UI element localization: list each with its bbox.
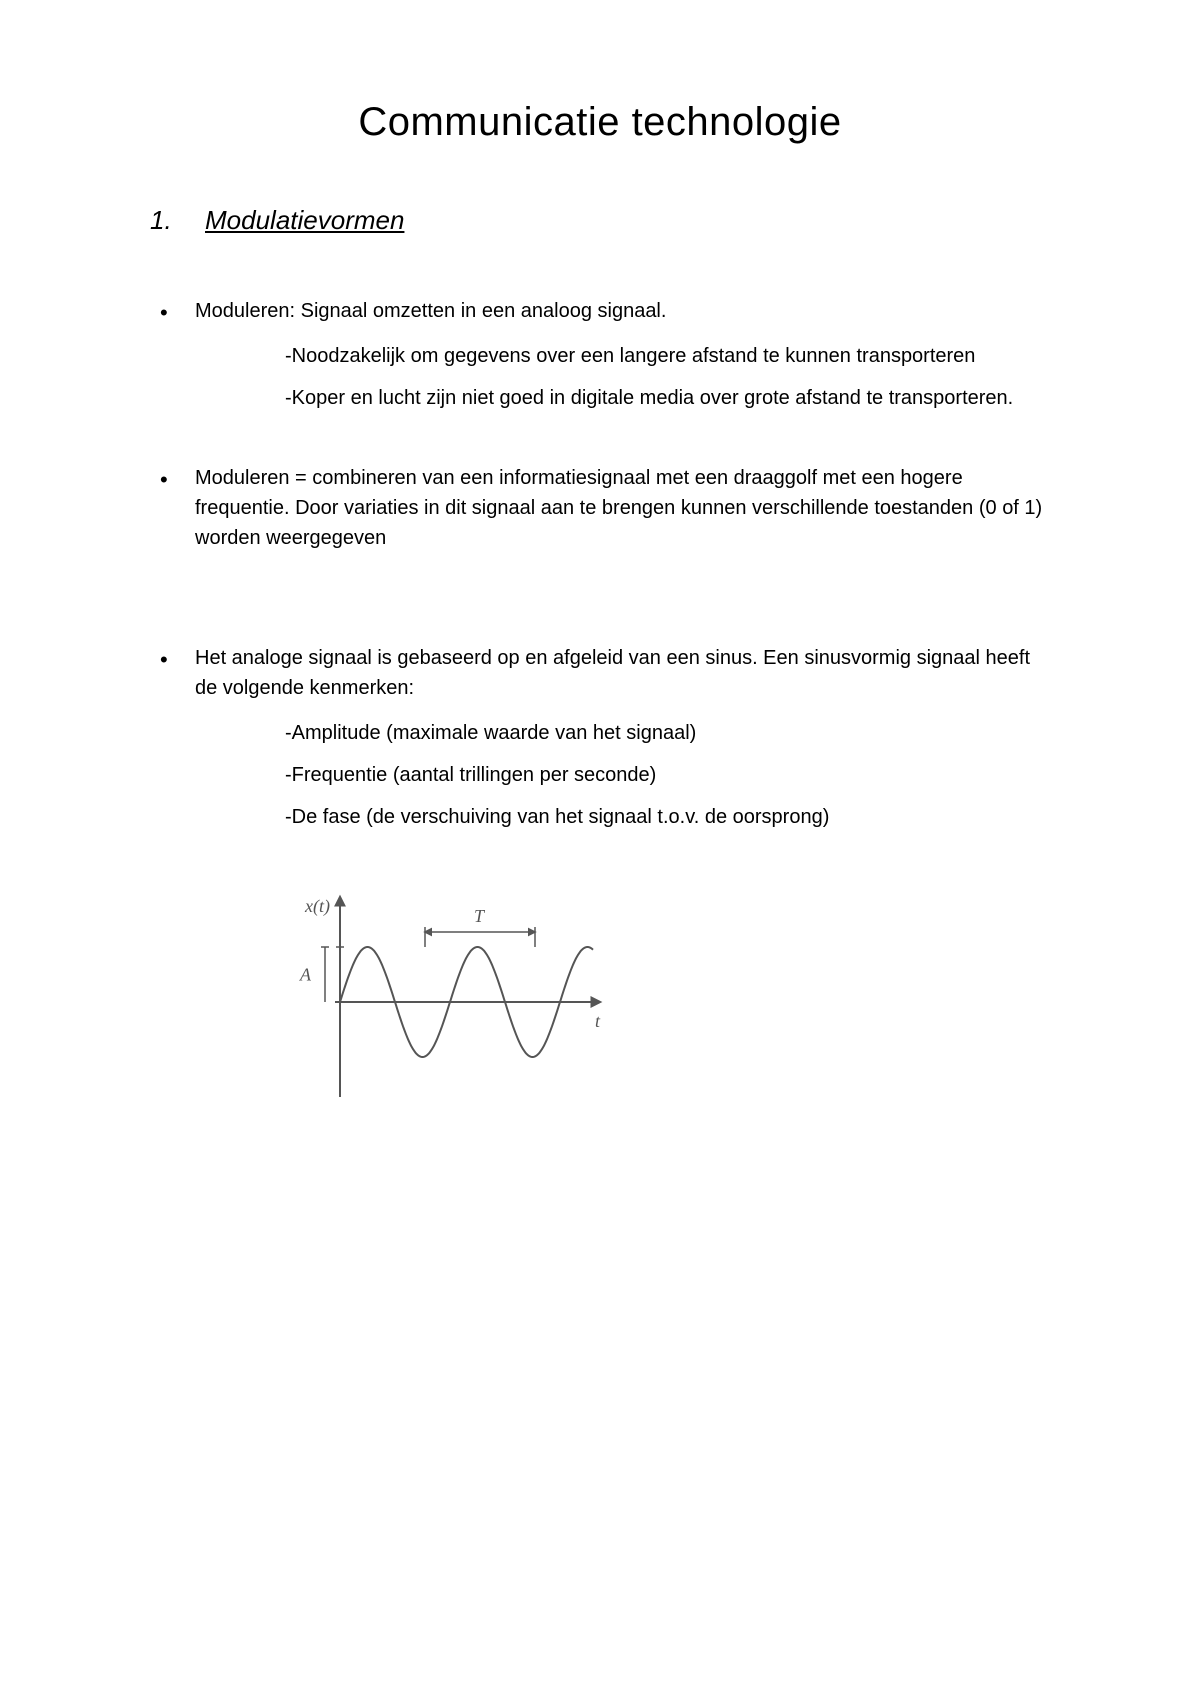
- bullet-text: Moduleren = combineren van een informati…: [195, 467, 1042, 549]
- section-heading: 1. Modulatievormen: [150, 205, 1050, 236]
- svg-text:A: A: [299, 965, 312, 985]
- sine-svg: x(t) t A T: [270, 882, 630, 1112]
- sub-item: -Amplitude (maximale waarde van het sign…: [285, 718, 1050, 748]
- bullet-text: Moduleren: Signaal omzetten in een analo…: [195, 300, 666, 322]
- sine-figure: x(t) t A T: [270, 882, 1050, 1112]
- sub-item: -Koper en lucht zijn niet goed in digita…: [285, 383, 1050, 413]
- sub-item: -Frequentie (aantal trillingen per secon…: [285, 760, 1050, 790]
- page-title: Communicatie technologie: [150, 100, 1050, 145]
- sub-item: -Noodzakelijk om gegevens over een lange…: [285, 341, 1050, 371]
- svg-text:x(t): x(t): [304, 896, 330, 917]
- list-item: Moduleren = combineren van een informati…: [150, 463, 1050, 553]
- section-number: 1.: [150, 205, 205, 236]
- section-name: Modulatievormen: [205, 205, 404, 236]
- list-item: Moduleren: Signaal omzetten in een analo…: [150, 296, 1050, 413]
- svg-text:t: t: [595, 1011, 601, 1031]
- svg-text:T: T: [474, 906, 486, 926]
- bullet-text: Het analoge signaal is gebaseerd op en a…: [195, 647, 1030, 699]
- list-item: Het analoge signaal is gebaseerd op en a…: [150, 643, 1050, 832]
- sub-item: -De fase (de verschuiving van het signaa…: [285, 802, 1050, 832]
